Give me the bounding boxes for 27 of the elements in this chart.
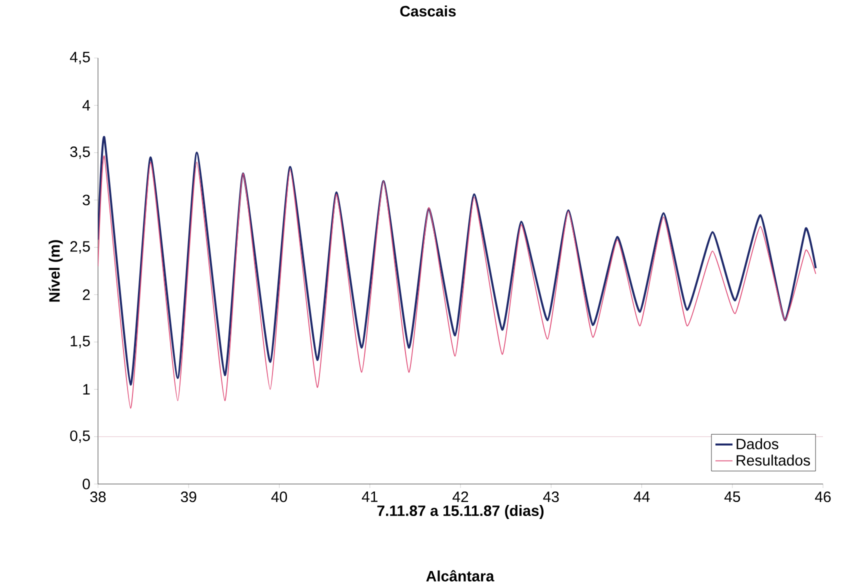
y-tick-label: 0 bbox=[82, 478, 90, 490]
x-tick-label: 44 bbox=[634, 492, 650, 502]
y-tick-label: 1 bbox=[83, 384, 90, 394]
x-tick-label: 39 bbox=[180, 492, 196, 502]
y-tick-label: 3 bbox=[82, 194, 90, 206]
chart-title: Cascais bbox=[400, 6, 456, 17]
y-axis-title: Nível (m) bbox=[48, 240, 63, 302]
y-tick-label: 2,5 bbox=[70, 241, 90, 254]
y-tick-label: 3,5 bbox=[70, 146, 90, 159]
line-series bbox=[98, 136, 817, 386]
y-tick-label: 0,5 bbox=[70, 430, 90, 443]
x-tick-label: 41 bbox=[362, 492, 378, 502]
x-tick-label: 46 bbox=[815, 492, 831, 502]
y-tick-label: 1,5 bbox=[70, 336, 90, 348]
text: Alcântara bbox=[426, 570, 494, 582]
x-tick-label: 42 bbox=[452, 492, 468, 502]
x-tick-label: 45 bbox=[724, 492, 740, 502]
x-tick-label: 40 bbox=[271, 492, 287, 502]
x-tick-label: 38 bbox=[90, 492, 106, 502]
y-tick-label: 2 bbox=[82, 289, 90, 300]
x-tick-label: 43 bbox=[543, 492, 559, 502]
line-series bbox=[98, 156, 816, 409]
legend-label: Dados bbox=[736, 438, 778, 450]
y-tick-label: 4 bbox=[82, 100, 90, 110]
x-axis-title: 7.11.87 a 15.11.87 (dias) bbox=[377, 505, 544, 519]
legend-label: Resultados bbox=[736, 454, 810, 466]
y-tick-label: 4,5 bbox=[70, 52, 90, 64]
